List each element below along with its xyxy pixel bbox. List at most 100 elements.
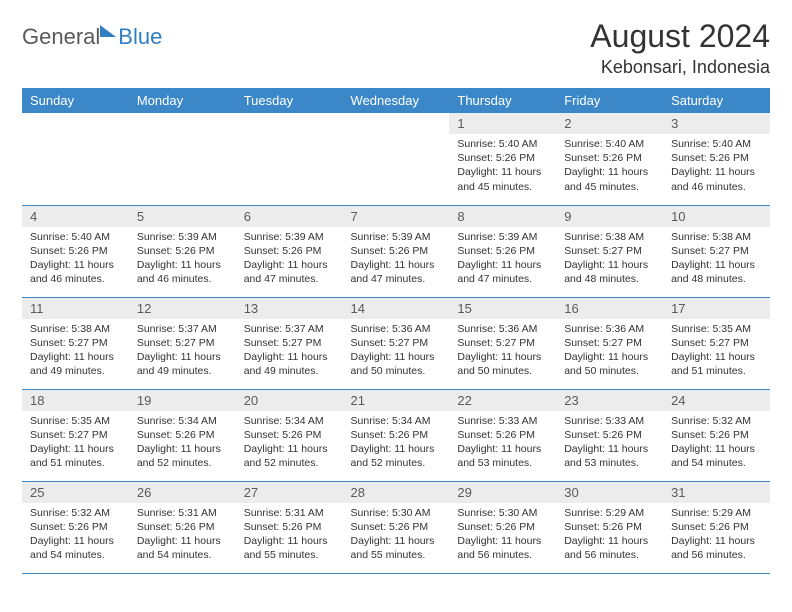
- sunset-text: Sunset: 5:27 PM: [244, 336, 335, 350]
- calendar-day-cell: 2Sunrise: 5:40 AMSunset: 5:26 PMDaylight…: [556, 113, 663, 205]
- calendar-day-cell: 31Sunrise: 5:29 AMSunset: 5:26 PMDayligh…: [663, 481, 770, 573]
- sunset-text: Sunset: 5:26 PM: [244, 520, 335, 534]
- calendar-day-cell: 5Sunrise: 5:39 AMSunset: 5:26 PMDaylight…: [129, 205, 236, 297]
- daylight-text: Daylight: 11 hours and 48 minutes.: [671, 258, 762, 286]
- daylight-text: Daylight: 11 hours and 47 minutes.: [457, 258, 548, 286]
- sunset-text: Sunset: 5:27 PM: [137, 336, 228, 350]
- page-header: General Blue August 2024 Kebonsari, Indo…: [22, 18, 770, 78]
- day-details: Sunrise: 5:38 AMSunset: 5:27 PMDaylight:…: [556, 227, 663, 293]
- day-details: Sunrise: 5:33 AMSunset: 5:26 PMDaylight:…: [556, 411, 663, 477]
- day-number: 5: [129, 206, 236, 227]
- day-number: 16: [556, 298, 663, 319]
- day-number: 24: [663, 390, 770, 411]
- day-details: Sunrise: 5:32 AMSunset: 5:26 PMDaylight:…: [663, 411, 770, 477]
- day-number: 6: [236, 206, 343, 227]
- day-details: Sunrise: 5:31 AMSunset: 5:26 PMDaylight:…: [236, 503, 343, 569]
- day-number: [236, 113, 343, 119]
- sunset-text: Sunset: 5:26 PM: [457, 520, 548, 534]
- sunrise-text: Sunrise: 5:39 AM: [244, 230, 335, 244]
- daylight-text: Daylight: 11 hours and 51 minutes.: [30, 442, 121, 470]
- sunset-text: Sunset: 5:26 PM: [457, 428, 548, 442]
- sunset-text: Sunset: 5:26 PM: [564, 428, 655, 442]
- sunrise-text: Sunrise: 5:31 AM: [244, 506, 335, 520]
- day-header: Friday: [556, 88, 663, 113]
- calendar-week-row: 1Sunrise: 5:40 AMSunset: 5:26 PMDaylight…: [22, 113, 770, 205]
- sunset-text: Sunset: 5:26 PM: [244, 244, 335, 258]
- day-details: Sunrise: 5:38 AMSunset: 5:27 PMDaylight:…: [663, 227, 770, 293]
- daylight-text: Daylight: 11 hours and 50 minutes.: [457, 350, 548, 378]
- sunset-text: Sunset: 5:27 PM: [30, 428, 121, 442]
- day-details: Sunrise: 5:39 AMSunset: 5:26 PMDaylight:…: [129, 227, 236, 293]
- daylight-text: Daylight: 11 hours and 52 minutes.: [244, 442, 335, 470]
- day-number: 18: [22, 390, 129, 411]
- calendar-day-cell: 11Sunrise: 5:38 AMSunset: 5:27 PMDayligh…: [22, 297, 129, 389]
- day-number: 27: [236, 482, 343, 503]
- sunset-text: Sunset: 5:26 PM: [457, 244, 548, 258]
- day-number: 20: [236, 390, 343, 411]
- brand-part1: General: [22, 24, 100, 50]
- day-details: Sunrise: 5:31 AMSunset: 5:26 PMDaylight:…: [129, 503, 236, 569]
- sunrise-text: Sunrise: 5:36 AM: [457, 322, 548, 336]
- sunset-text: Sunset: 5:27 PM: [564, 244, 655, 258]
- sunset-text: Sunset: 5:26 PM: [30, 244, 121, 258]
- brand-logo: General Blue: [22, 24, 162, 50]
- day-number: 8: [449, 206, 556, 227]
- day-number: 9: [556, 206, 663, 227]
- day-details: Sunrise: 5:29 AMSunset: 5:26 PMDaylight:…: [663, 503, 770, 569]
- daylight-text: Daylight: 11 hours and 45 minutes.: [457, 165, 548, 193]
- day-number: [343, 113, 450, 119]
- day-details: Sunrise: 5:37 AMSunset: 5:27 PMDaylight:…: [129, 319, 236, 385]
- sunrise-text: Sunrise: 5:30 AM: [351, 506, 442, 520]
- day-number: 1: [449, 113, 556, 134]
- daylight-text: Daylight: 11 hours and 55 minutes.: [351, 534, 442, 562]
- sunrise-text: Sunrise: 5:36 AM: [564, 322, 655, 336]
- day-number: [22, 113, 129, 119]
- sunrise-text: Sunrise: 5:38 AM: [564, 230, 655, 244]
- sunset-text: Sunset: 5:26 PM: [137, 520, 228, 534]
- calendar-day-cell: 3Sunrise: 5:40 AMSunset: 5:26 PMDaylight…: [663, 113, 770, 205]
- day-details: Sunrise: 5:40 AMSunset: 5:26 PMDaylight:…: [556, 134, 663, 200]
- calendar-day-cell: 17Sunrise: 5:35 AMSunset: 5:27 PMDayligh…: [663, 297, 770, 389]
- sunrise-text: Sunrise: 5:35 AM: [671, 322, 762, 336]
- sunset-text: Sunset: 5:26 PM: [351, 520, 442, 534]
- calendar-day-cell: 8Sunrise: 5:39 AMSunset: 5:26 PMDaylight…: [449, 205, 556, 297]
- calendar-day-cell: [343, 113, 450, 205]
- calendar-table: Sunday Monday Tuesday Wednesday Thursday…: [22, 88, 770, 574]
- day-number: 23: [556, 390, 663, 411]
- daylight-text: Daylight: 11 hours and 46 minutes.: [137, 258, 228, 286]
- day-number: 17: [663, 298, 770, 319]
- day-details: Sunrise: 5:34 AMSunset: 5:26 PMDaylight:…: [129, 411, 236, 477]
- daylight-text: Daylight: 11 hours and 53 minutes.: [457, 442, 548, 470]
- day-details: Sunrise: 5:32 AMSunset: 5:26 PMDaylight:…: [22, 503, 129, 569]
- calendar-day-cell: 22Sunrise: 5:33 AMSunset: 5:26 PMDayligh…: [449, 389, 556, 481]
- day-number: [129, 113, 236, 119]
- sunset-text: Sunset: 5:27 PM: [457, 336, 548, 350]
- sunrise-text: Sunrise: 5:36 AM: [351, 322, 442, 336]
- location-label: Kebonsari, Indonesia: [590, 57, 770, 78]
- sunset-text: Sunset: 5:27 PM: [30, 336, 121, 350]
- day-number: 13: [236, 298, 343, 319]
- day-details: Sunrise: 5:39 AMSunset: 5:26 PMDaylight:…: [343, 227, 450, 293]
- month-title: August 2024: [590, 18, 770, 55]
- sunset-text: Sunset: 5:27 PM: [564, 336, 655, 350]
- sunset-text: Sunset: 5:26 PM: [30, 520, 121, 534]
- calendar-day-cell: 25Sunrise: 5:32 AMSunset: 5:26 PMDayligh…: [22, 481, 129, 573]
- sunset-text: Sunset: 5:26 PM: [137, 428, 228, 442]
- calendar-day-cell: [129, 113, 236, 205]
- sunset-text: Sunset: 5:26 PM: [564, 151, 655, 165]
- sunrise-text: Sunrise: 5:34 AM: [137, 414, 228, 428]
- day-header: Tuesday: [236, 88, 343, 113]
- day-header: Monday: [129, 88, 236, 113]
- day-details: Sunrise: 5:40 AMSunset: 5:26 PMDaylight:…: [449, 134, 556, 200]
- calendar-day-cell: 28Sunrise: 5:30 AMSunset: 5:26 PMDayligh…: [343, 481, 450, 573]
- calendar-day-cell: 10Sunrise: 5:38 AMSunset: 5:27 PMDayligh…: [663, 205, 770, 297]
- day-header: Wednesday: [343, 88, 450, 113]
- daylight-text: Daylight: 11 hours and 49 minutes.: [244, 350, 335, 378]
- sunset-text: Sunset: 5:26 PM: [671, 151, 762, 165]
- day-number: 25: [22, 482, 129, 503]
- daylight-text: Daylight: 11 hours and 47 minutes.: [244, 258, 335, 286]
- day-number: 14: [343, 298, 450, 319]
- day-number: 15: [449, 298, 556, 319]
- daylight-text: Daylight: 11 hours and 46 minutes.: [30, 258, 121, 286]
- day-number: 21: [343, 390, 450, 411]
